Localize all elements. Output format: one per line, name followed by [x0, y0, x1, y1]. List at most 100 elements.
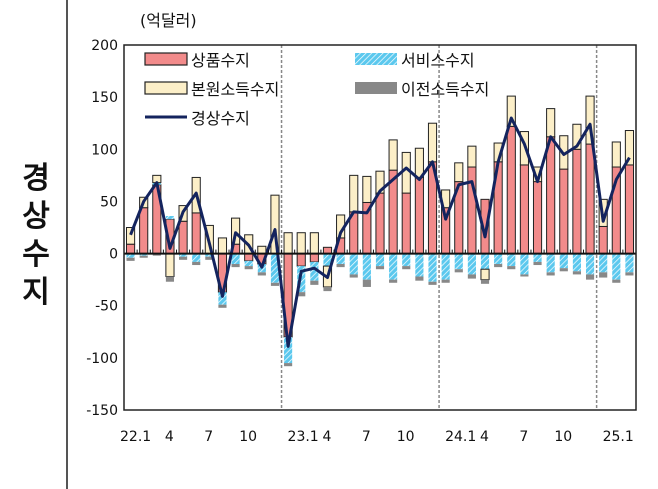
bar-services — [270, 253, 280, 283]
bar-primary-income — [454, 162, 464, 183]
legend-swatch — [144, 81, 188, 95]
bar-services — [284, 337, 293, 364]
bar-services — [494, 253, 503, 264]
bar-primary-income — [480, 268, 490, 281]
y-tick-label: 150 — [91, 90, 118, 106]
bar-primary-income — [414, 147, 424, 178]
bar-transfer — [231, 264, 240, 268]
bar-services — [612, 253, 621, 280]
bar-goods — [467, 166, 477, 255]
bar-transfer — [467, 274, 476, 279]
legend-swatch — [355, 53, 397, 65]
x-tick-label: 4 — [480, 429, 489, 445]
bar-transfer — [599, 272, 608, 278]
bar-transfer — [284, 363, 293, 367]
bar-primary-income — [231, 217, 241, 245]
bar-services — [336, 253, 345, 264]
bar-goods — [519, 164, 529, 255]
bar-transfer — [454, 269, 463, 273]
bar-goods — [125, 243, 136, 255]
bar-transfer — [139, 255, 148, 258]
bar-services — [585, 253, 595, 275]
bar-transfer — [375, 266, 385, 270]
bar-services — [454, 253, 463, 270]
legend-label: 본원소득수지 — [191, 80, 279, 99]
bar-primary-income — [362, 175, 372, 203]
bar-transfer — [165, 276, 175, 282]
legend-swatch — [144, 52, 188, 66]
bar-services — [218, 292, 227, 305]
bar-services — [231, 253, 240, 264]
x-tick-label: 7 — [362, 429, 371, 445]
bar-goods — [244, 253, 254, 262]
bar-transfer — [349, 274, 358, 278]
bar-transfer — [520, 274, 529, 277]
bar-primary-income — [283, 232, 293, 255]
current-account-line — [129, 116, 631, 348]
bar-goods — [414, 176, 424, 255]
bar-services — [362, 253, 371, 280]
y-tick-label: -50 — [95, 299, 118, 315]
bar-services — [520, 253, 529, 275]
legend-label: 서비스수지 — [401, 51, 475, 70]
x-tick-label: 7 — [519, 429, 528, 445]
bar-goods — [559, 168, 569, 255]
legend-label: 경상수지 — [191, 109, 250, 128]
bar-transfer — [559, 268, 568, 272]
bar-transfer — [585, 274, 595, 280]
bar-transfer — [507, 266, 516, 270]
bar-services — [323, 253, 332, 267]
bar-goods — [572, 148, 582, 255]
y-tick-label: 0 — [109, 247, 118, 263]
bar-primary-income — [427, 122, 438, 163]
bar-goods — [532, 181, 543, 255]
bar-primary-income — [125, 227, 136, 245]
bar-transfer — [270, 282, 280, 286]
x-tick-label: 22.1 — [120, 429, 151, 445]
bar-transfer — [310, 280, 319, 285]
bar-primary-income — [257, 245, 267, 255]
divider-line — [66, 0, 68, 489]
bar-goods — [375, 192, 385, 255]
bar-primary-income — [296, 232, 306, 255]
bar-services — [126, 253, 135, 258]
bar-goods — [309, 253, 319, 263]
x-tick-label: 4 — [322, 429, 331, 445]
bar-transfer — [612, 279, 621, 283]
bar-transfer — [402, 266, 411, 270]
bar-services — [599, 253, 608, 273]
bar-services — [428, 253, 437, 282]
bar-goods — [139, 207, 149, 255]
x-tick-label: 4 — [165, 429, 174, 445]
bar-goods — [178, 220, 188, 255]
bar-transfer — [415, 276, 424, 281]
x-tick-label: 24.1 — [445, 429, 476, 445]
bar-transfer — [362, 279, 371, 287]
bar-transfer — [494, 264, 503, 268]
side-title: 경상수지 — [22, 161, 50, 310]
x-tick-label: 10 — [554, 429, 572, 445]
bar-services — [375, 253, 385, 267]
bar-transfer — [625, 272, 634, 276]
bar-transfer — [323, 286, 332, 292]
x-tick-label: 10 — [239, 429, 257, 445]
bar-services — [572, 253, 581, 272]
bar-primary-income — [467, 145, 477, 168]
bar-services — [625, 253, 634, 273]
bar-services — [349, 253, 358, 275]
bar-services — [139, 253, 148, 256]
bar-transfer — [192, 261, 201, 266]
bar-transfer — [257, 272, 266, 276]
bar-primary-income — [388, 139, 398, 171]
bar-transfer — [546, 272, 555, 276]
bar-services — [441, 253, 450, 280]
bar-services — [179, 253, 188, 257]
bar-goods — [585, 143, 595, 255]
bar-goods — [546, 136, 556, 255]
bar-services — [546, 253, 555, 273]
bar-transfer — [533, 261, 542, 266]
y-tick-label: 200 — [91, 38, 118, 54]
x-tick-label: 25.1 — [603, 429, 634, 445]
bar-primary-income — [585, 95, 595, 145]
